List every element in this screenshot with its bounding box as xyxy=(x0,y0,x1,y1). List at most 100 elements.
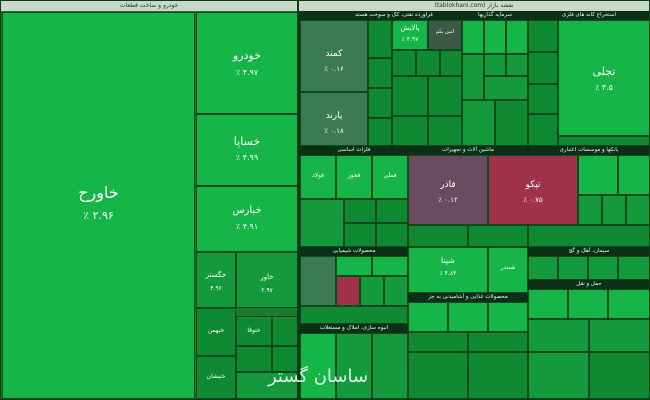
tile-khgostar[interactable]: خگستر ۴.۹۶ xyxy=(196,252,236,308)
tile-food-d[interactable] xyxy=(408,332,468,352)
tile-mining-e[interactable] xyxy=(558,136,649,146)
tile-bottom-e[interactable] xyxy=(468,352,528,399)
tile-refinery-g[interactable] xyxy=(440,50,462,76)
tile-khnishan[interactable]: خنیشان xyxy=(196,356,236,399)
tile-bottom-g[interactable] xyxy=(589,352,649,399)
tile-transport-d[interactable] xyxy=(528,319,589,352)
tile-metals-d[interactable] xyxy=(344,223,376,247)
tile-small-1[interactable] xyxy=(272,316,297,346)
tile-fameli[interactable]: فملی xyxy=(372,155,408,199)
tile-bottom-f[interactable] xyxy=(528,352,589,399)
tile-bottom-a[interactable] xyxy=(300,333,336,399)
tile-transport-a[interactable] xyxy=(528,289,568,319)
tile-kharas[interactable]: خبارس ۴.۹۱ ٪ xyxy=(196,186,297,252)
tile-small-2[interactable] xyxy=(236,346,272,372)
tile-bottom-c[interactable] xyxy=(372,333,408,399)
tile-mining-a[interactable] xyxy=(528,20,558,52)
tile-metals-e[interactable] xyxy=(376,223,408,247)
tile-folad[interactable]: فولاد xyxy=(300,155,336,199)
tile-metals-c[interactable] xyxy=(376,199,408,223)
tile-name: امین یکم xyxy=(435,29,455,35)
tile-refinery-j[interactable] xyxy=(392,116,428,146)
tile-khbahman[interactable]: خبهمن xyxy=(196,308,236,356)
tile-bank-f[interactable] xyxy=(528,225,649,247)
tile-chem-b[interactable] xyxy=(336,256,372,276)
tile-vasapa[interactable] xyxy=(462,20,484,54)
tile-metals-a[interactable] xyxy=(300,199,344,247)
tile-bank-c[interactable] xyxy=(578,195,602,225)
tile-mining-b[interactable] xyxy=(528,52,558,84)
tile-parand[interactable]: پارند ۰.۱۸ ٪ xyxy=(300,92,368,146)
tile-investment-x[interactable] xyxy=(495,100,528,146)
tile-cement-d[interactable] xyxy=(618,256,649,280)
tile-palaysh[interactable]: پالایش ۴.۹۷ ٪ xyxy=(392,20,428,50)
tile-refinery-k[interactable] xyxy=(428,116,462,146)
tile-bank-d[interactable] xyxy=(602,195,626,225)
tile-name: خگستر xyxy=(205,271,227,279)
tile-food-b[interactable] xyxy=(448,302,488,332)
tile-shasiman[interactable] xyxy=(528,256,558,280)
tile-transport-e[interactable] xyxy=(589,319,649,352)
tile-refinery-f[interactable] xyxy=(416,50,440,76)
tile-vebmellat[interactable] xyxy=(484,54,506,76)
tile-cement-b[interactable] xyxy=(558,256,588,280)
tile-refinery-h[interactable] xyxy=(392,76,428,116)
tile-machinery-c[interactable] xyxy=(468,225,528,247)
tile-shabandar[interactable]: شبندر xyxy=(488,247,528,293)
tile-bottom-d[interactable] xyxy=(408,352,468,399)
tile-refinery-a[interactable] xyxy=(368,20,392,58)
sector-label-telecom: انبوه سازی، املاک و مستغلات xyxy=(300,324,408,333)
tile-refinery-i[interactable] xyxy=(428,76,462,116)
tile-food-e[interactable] xyxy=(468,332,528,352)
tile-vamaed[interactable] xyxy=(484,20,506,54)
tile-bottom-b[interactable] xyxy=(336,333,372,399)
tile-refinery-e[interactable] xyxy=(392,50,416,76)
tile-small-4[interactable] xyxy=(236,372,297,399)
tile-transport-c[interactable] xyxy=(608,289,649,319)
tile-khtouka[interactable]: ختوقا xyxy=(236,316,272,346)
tile-vbank[interactable] xyxy=(506,20,528,54)
tile-small-3[interactable] xyxy=(272,346,297,372)
tile-chem-d[interactable] xyxy=(336,276,360,306)
tile-shapna[interactable]: شپنا ۴.۸۳ ٪ xyxy=(408,247,488,293)
tile-vsadera[interactable] xyxy=(484,76,528,100)
tile-khasapa[interactable]: خساپا ۴.۹۹ ٪ xyxy=(196,114,297,186)
tile-khodro[interactable]: خودرو ۴.۹۷ ٪ xyxy=(196,12,297,114)
tile-bank-b[interactable] xyxy=(618,155,649,195)
tile-vpasar[interactable] xyxy=(506,54,528,76)
tile-chem-e[interactable] xyxy=(360,276,384,306)
tile-vtejarat[interactable] xyxy=(462,54,484,100)
tile-food-a[interactable] xyxy=(408,302,448,332)
tile-chem-f[interactable] xyxy=(384,276,408,306)
tile-metals-b[interactable] xyxy=(344,199,376,223)
tile-vsina[interactable] xyxy=(462,100,495,146)
tile-mining-c[interactable] xyxy=(528,84,558,114)
tile-name: فولاد xyxy=(311,172,325,179)
tile-transport-b[interactable] xyxy=(568,289,608,319)
tile-refinery-c[interactable] xyxy=(368,88,392,118)
tile-change: ۰.۷۵ ٪ xyxy=(523,196,543,204)
tile-food-c[interactable] xyxy=(488,302,528,332)
tile-tajli[interactable]: تجلی ۳.۵ ٪ xyxy=(558,20,649,136)
tile-bank-e[interactable] xyxy=(626,195,649,225)
tile-mining-d[interactable] xyxy=(528,114,558,146)
tile-khavar[interactable]: خاور ۲.۹۷ xyxy=(236,252,297,308)
tile-change: ۰.۱۸ ٪ xyxy=(324,127,344,135)
tile-bank-a[interactable] xyxy=(578,155,618,195)
tile-name: تجلی xyxy=(592,65,616,78)
tile-kamand[interactable]: کمند ۰.۱۶ ٪ xyxy=(300,20,368,92)
tile-cement-c[interactable] xyxy=(588,256,618,280)
tile-khavarz[interactable]: خاورح ۲.۹۶ ٪ xyxy=(2,12,195,399)
tile-tapiko[interactable]: تپکو ۰.۷۵ ٪ xyxy=(488,155,578,225)
tile-refinery-b[interactable] xyxy=(368,58,392,88)
tile-chem-g[interactable] xyxy=(300,306,408,324)
tile-machinery-b[interactable] xyxy=(408,225,468,247)
tile-name: خبارس xyxy=(232,205,262,216)
tile-name: پارند xyxy=(325,111,343,121)
tile-fakhooz[interactable]: فخوز xyxy=(336,155,372,199)
tile-chem-c[interactable] xyxy=(372,256,408,276)
tile-chem-a[interactable] xyxy=(300,256,336,306)
tile-fakhas[interactable]: فاذر ۰.۱۲ ٪ xyxy=(408,155,488,225)
tile-refinery-d[interactable] xyxy=(368,118,392,146)
tile-amin[interactable]: امین یکم xyxy=(428,20,462,50)
